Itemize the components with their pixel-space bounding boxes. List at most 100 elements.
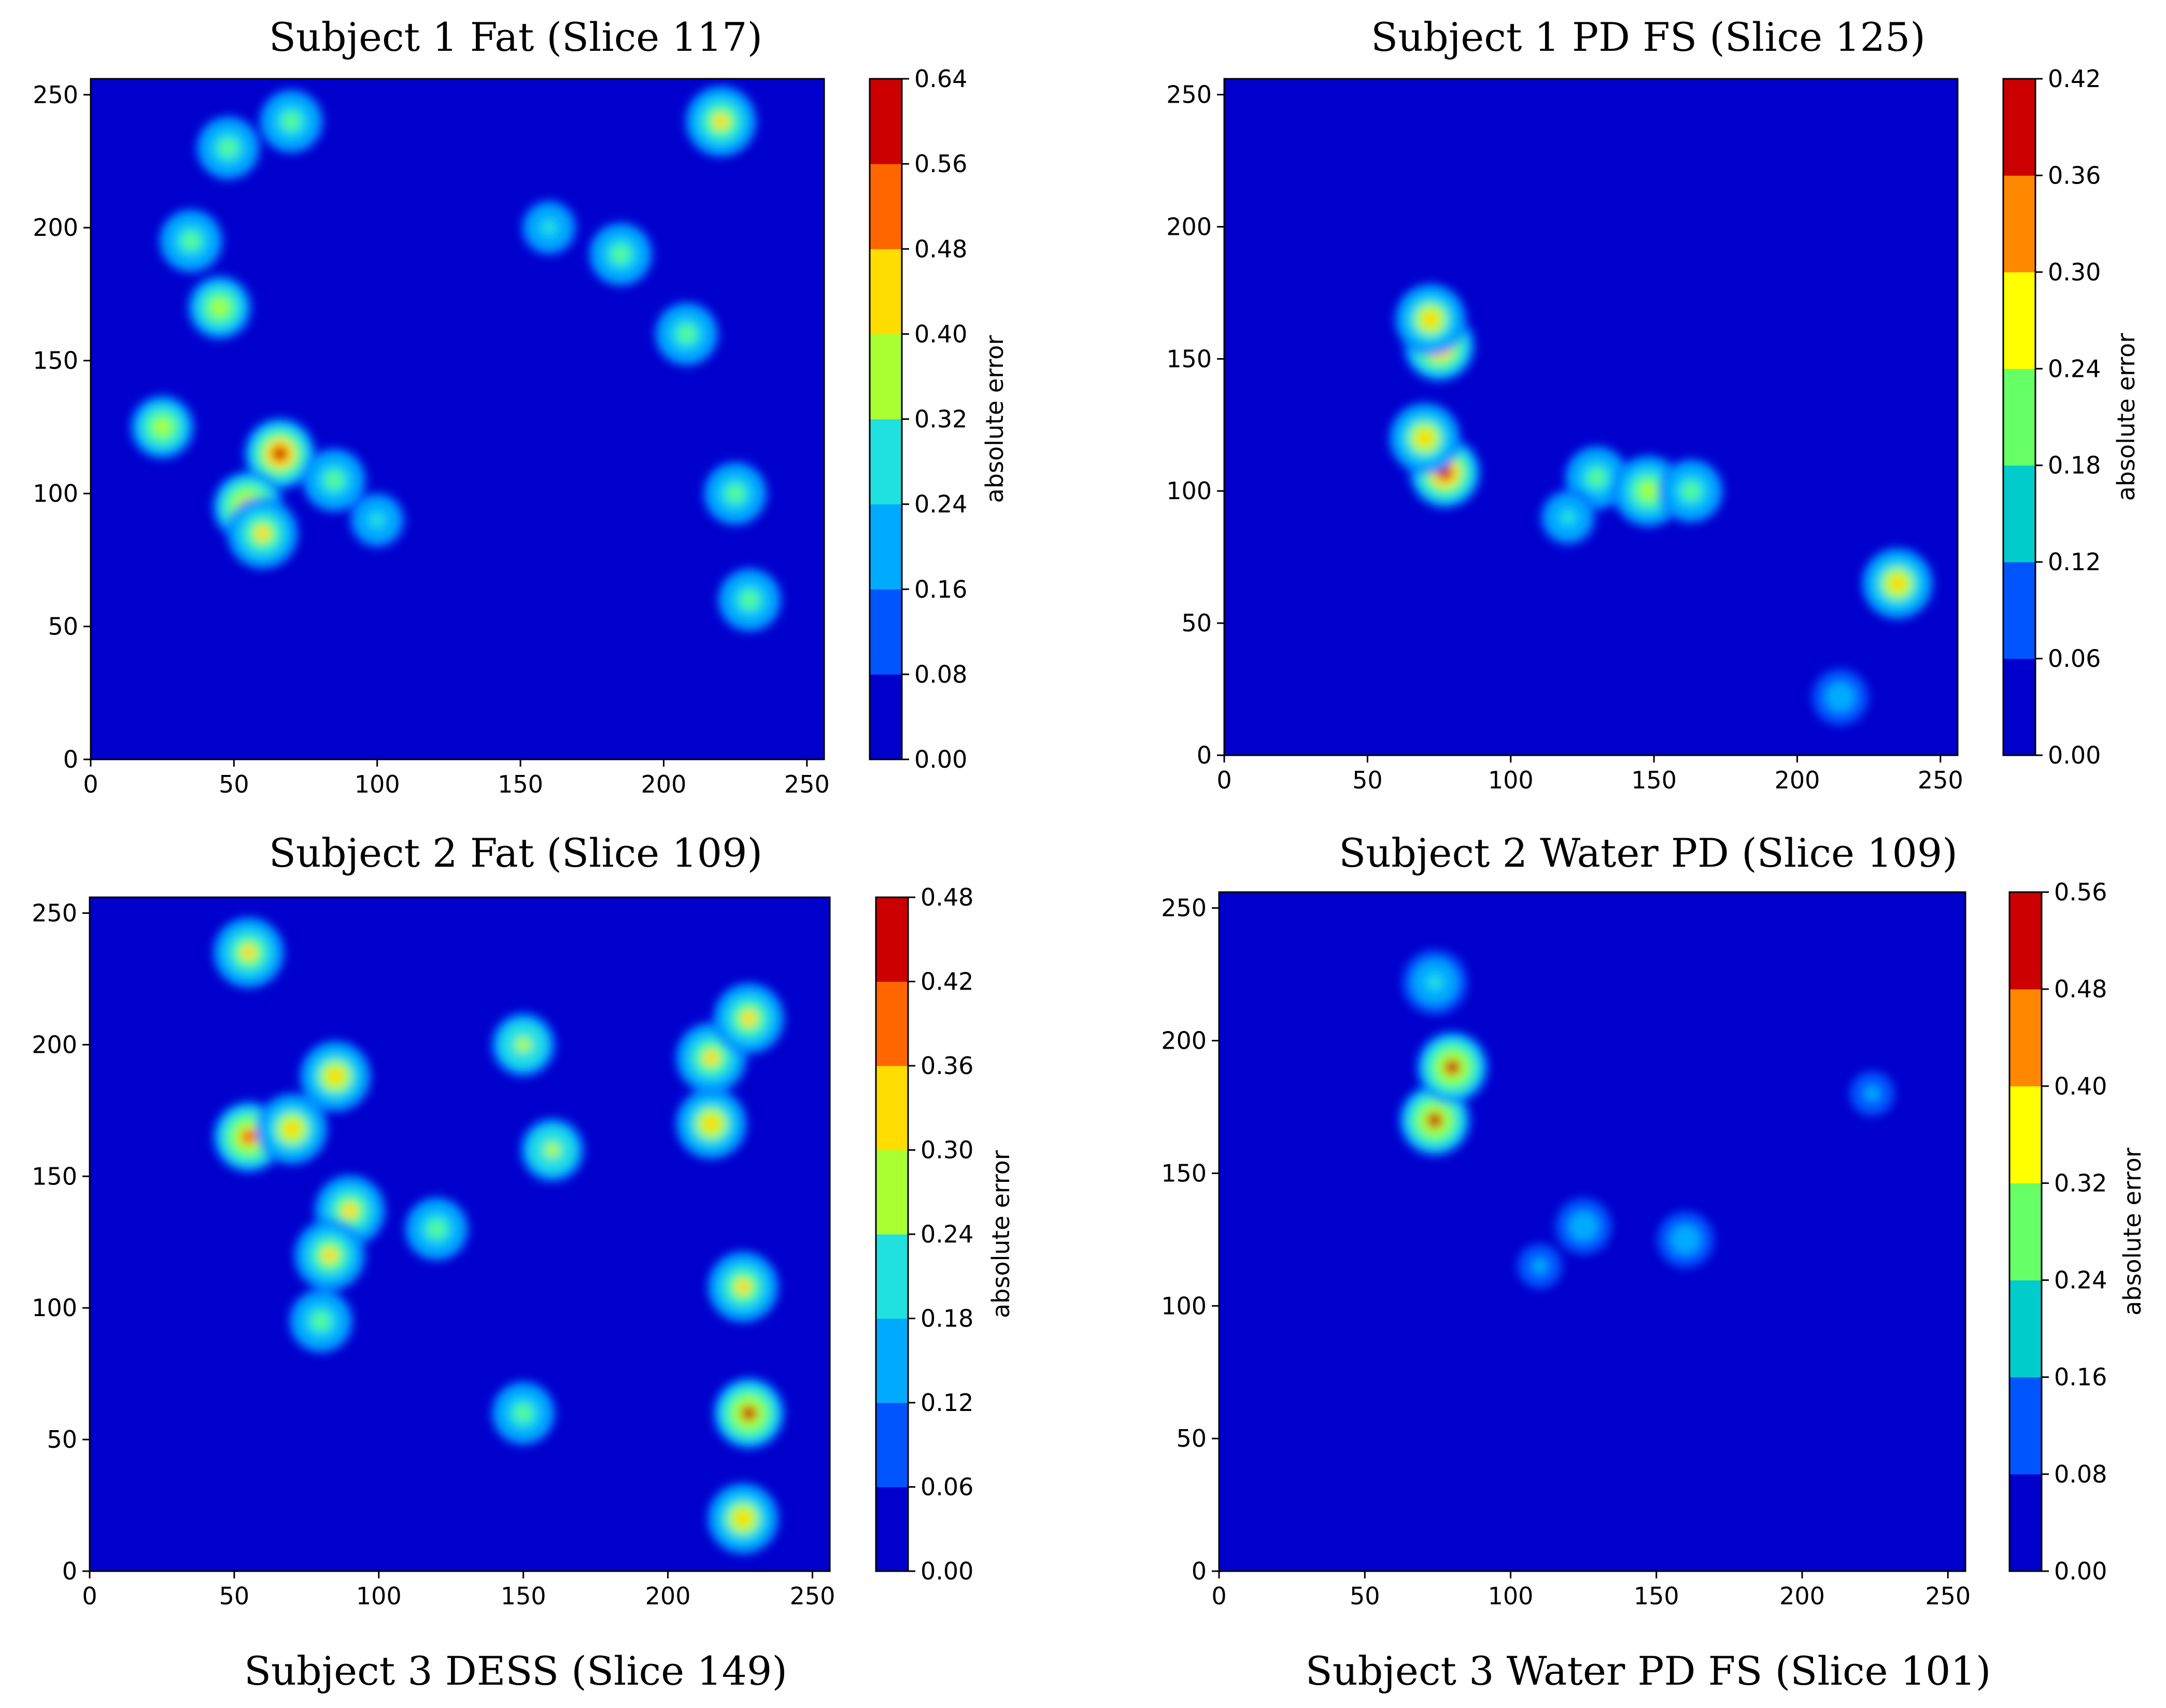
y-tick-label: 150 [1161, 1159, 1207, 1187]
heat-spot [1889, 575, 1905, 591]
y-tick-label: 0 [62, 1557, 77, 1585]
colorbar-tick-label: 0.06 [921, 1473, 973, 1501]
colorbar-tick-label: 0.36 [921, 1052, 973, 1080]
heat-spot [1832, 689, 1848, 705]
colorbar-label: absolute error [2112, 333, 2140, 501]
x-tick-label: 0 [83, 770, 98, 798]
x-tick-label: 250 [784, 770, 830, 798]
colorbar-tick-label: 0.30 [921, 1136, 973, 1164]
heat-spot [713, 114, 729, 130]
colorbar-band [876, 1234, 908, 1319]
heat-spot [1864, 1085, 1880, 1102]
heat-spot [1640, 483, 1657, 499]
heat-spot [254, 526, 271, 542]
heat-spot [313, 1313, 329, 1329]
colorbar-band [870, 249, 902, 334]
x-tick-label: 250 [790, 1582, 836, 1610]
colorbar-tick-label: 0.30 [2048, 258, 2101, 286]
colorbar-band [2003, 465, 2035, 562]
colorbar-tick-label: 0.56 [2054, 878, 2107, 906]
colorbar-tick-label: 0.40 [914, 320, 967, 348]
colorbar-band [2009, 1474, 2042, 1572]
colorbar-tick-label: 0.64 [914, 65, 967, 93]
colorbar-tick-label: 0.12 [2048, 548, 2101, 576]
colorbar-tick-label: 0.32 [2054, 1169, 2107, 1197]
colorbar-band [2009, 1280, 2042, 1378]
colorbar-band [876, 1150, 908, 1235]
colorbar-band [876, 1403, 908, 1487]
x-tick-label: 150 [501, 1582, 546, 1610]
colorbar-band [876, 981, 908, 1066]
y-tick-label: 200 [1166, 213, 1212, 241]
heat-spot [735, 1279, 751, 1295]
heat-spot [1427, 1112, 1443, 1128]
x-tick-label: 100 [356, 1582, 402, 1610]
heat-spot [1576, 1218, 1592, 1234]
plot-frame [90, 78, 825, 760]
colorbar-frame [2008, 891, 2043, 1572]
heat-spot [515, 1405, 531, 1421]
x-tick-label: 50 [1350, 1582, 1380, 1610]
heatmap-plot: 0 50 100 150 200 250 0 50 100 150 200 250 [32, 896, 836, 1610]
x-tick-label: 0 [1211, 1582, 1226, 1610]
heat-spot [211, 300, 228, 316]
colorbar-band [2009, 892, 2042, 990]
heat-spot [1427, 974, 1443, 990]
hotspot-layer [1398, 950, 1894, 1289]
heat-spot [541, 220, 557, 236]
colorbar-tick-label: 0.00 [921, 1557, 973, 1585]
colorbar-band [870, 589, 902, 675]
colorbar-tick-label: 0.00 [2048, 741, 2101, 769]
panel-title: Subject 2 Water PD (Slice 109) [1339, 830, 1958, 876]
colorbar-band [870, 419, 902, 505]
colorbar-tick-label: 0.42 [921, 968, 973, 996]
heat-spot [342, 1203, 358, 1219]
heat-spot [326, 472, 342, 488]
heatmap-background [1224, 79, 1958, 755]
x-tick-label: 50 [219, 1582, 250, 1610]
colorbar-band [870, 164, 902, 249]
colorbar: 0.00 0.08 0.16 0.24 0.32 0.40 0.48 0.56 absolute… [2008, 878, 2146, 1585]
colorbar-tick-label: 0.12 [921, 1389, 973, 1417]
colorbar-tick-label: 0.48 [921, 883, 973, 911]
x-tick-label: 250 [1925, 1582, 1971, 1610]
colorbar-tick-label: 0.24 [914, 490, 967, 518]
heat-spot [1422, 311, 1438, 327]
colorbar-band [2009, 989, 2042, 1086]
x-tick-label: 100 [1488, 1582, 1534, 1610]
y-tick-label: 250 [1161, 894, 1207, 922]
heat-spot [240, 1129, 257, 1145]
heat-spot [220, 140, 236, 156]
x-tick-label: 200 [1775, 766, 1820, 794]
x-tick-label: 50 [219, 770, 249, 798]
colorbar-band [2003, 369, 2035, 466]
heat-spot [1683, 483, 1699, 499]
y-tick-label: 100 [1161, 1292, 1207, 1320]
panel-title: Subject 1 Fat (Slice 117) [269, 14, 762, 60]
heat-spot [1417, 430, 1433, 446]
colorbar-tick-label: 0.08 [914, 660, 967, 688]
heat-spot [328, 1068, 344, 1084]
heat-spot [544, 1142, 560, 1158]
heat-spot [742, 592, 758, 608]
hotspot-layer [1389, 283, 1934, 726]
colorbar: 0.00 0.06 0.12 0.18 0.24 0.30 0.36 0.42 absolute… [2002, 65, 2140, 769]
heat-spot [240, 944, 257, 961]
hotspot-layer [130, 85, 782, 632]
colorbar-band [2003, 79, 2035, 176]
colorbar-band [2003, 562, 2035, 659]
y-tick-label: 0 [1192, 1557, 1207, 1585]
heat-spot [429, 1221, 445, 1237]
colorbar-band [2003, 175, 2035, 273]
colorbar-tick-label: 0.18 [921, 1305, 973, 1333]
heat-spot [1445, 1059, 1460, 1075]
y-tick-label: 50 [1181, 609, 1212, 637]
heat-spot [678, 326, 695, 342]
colorbar-tick-label: 0.08 [2054, 1460, 2107, 1488]
plot-frame [89, 896, 831, 1572]
y-tick-label: 250 [32, 899, 77, 927]
heatmap-plot: 0 50 100 150 200 250 0 50 100 150 200 250 [1166, 78, 1963, 794]
y-tick-label: 100 [33, 479, 78, 507]
colorbar: 0.00 0.08 0.16 0.24 0.32 0.40 0.48 0.56 0.64 abso… [869, 65, 1009, 773]
panel-3: Subject 2 Fat (Slice 109) 0 50 100 150 200 25… [32, 830, 1015, 1610]
